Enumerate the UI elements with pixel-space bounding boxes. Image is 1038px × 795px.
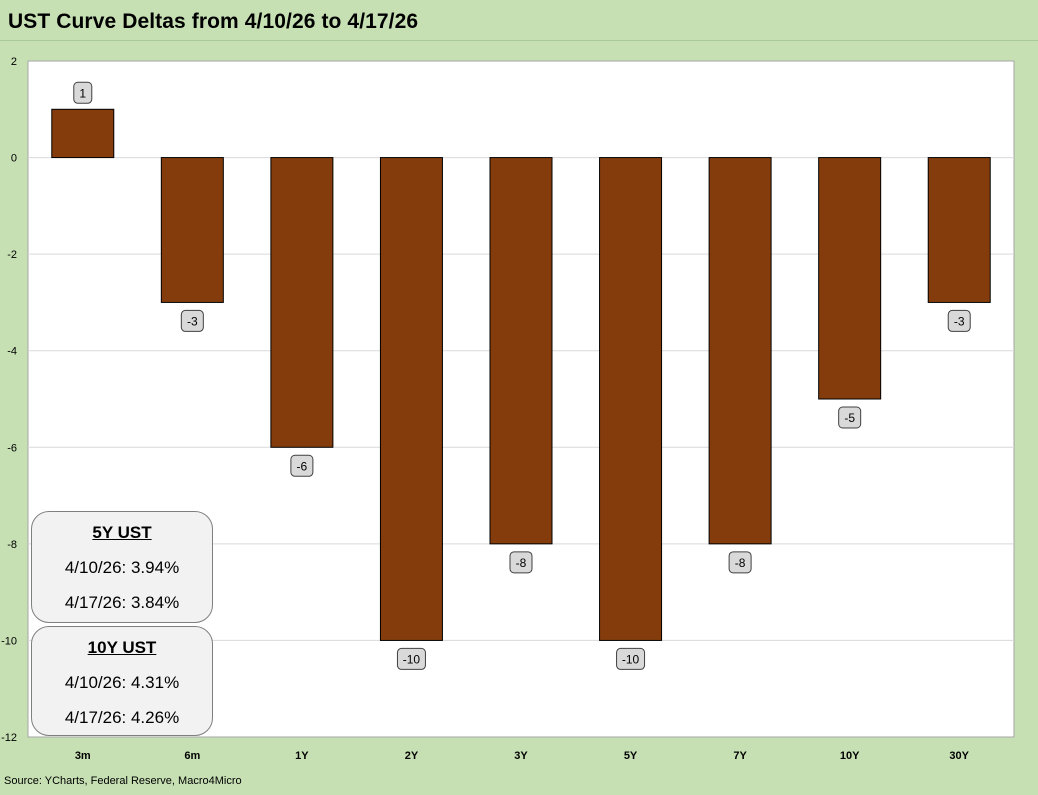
data-label: -10: [622, 652, 640, 666]
bars: [51, 108, 991, 641]
info-box-10y-ust: 10Y UST 4/10/26: 4.31% 4/17/26: 4.26%: [31, 626, 213, 736]
chart-title: UST Curve Deltas from 4/10/26 to 4/17/26: [8, 10, 419, 33]
bar: [708, 157, 772, 545]
data-label: -8: [516, 556, 527, 570]
title-divider: [0, 40, 1038, 41]
y-axis: 2 0 -2 -4 -6 -8 -10 -12: [1, 56, 17, 744]
x-tick-label: 3Y: [514, 750, 528, 762]
info-box-heading: 10Y UST: [87, 638, 157, 657]
x-tick-label: 10Y: [840, 750, 860, 762]
info-box-heading: 5Y UST: [92, 523, 152, 542]
x-tick-label: 6m: [184, 750, 200, 762]
data-label: -8: [735, 556, 746, 570]
y-tick-label: 0: [11, 153, 17, 165]
x-axis: 3m 6m 1Y 2Y 3Y 5Y 7Y 10Y 30Y: [75, 750, 970, 762]
x-tick-label: 1Y: [295, 750, 309, 762]
x-tick-label: 5Y: [624, 750, 638, 762]
bar: [489, 157, 553, 545]
data-label-box: [290, 454, 314, 477]
y-tick-label: -4: [7, 346, 17, 358]
data-label: -5: [844, 411, 855, 425]
info-box-5y-ust: 5Y UST 4/10/26: 3.94% 4/17/26: 3.84%: [31, 511, 213, 623]
data-label: -10: [403, 652, 421, 666]
source-note: Source: YCharts, Federal Reserve, Macro4…: [4, 775, 242, 787]
y-tick-label: -8: [7, 539, 17, 551]
data-label-box: [616, 647, 646, 670]
data-label-box: [838, 406, 862, 429]
bar: [818, 157, 882, 400]
info-box-row-end: 4/17/26: 4.26%: [64, 708, 180, 727]
data-label-box: [180, 309, 204, 332]
data-label: 1: [79, 86, 86, 100]
data-label: -3: [187, 314, 198, 328]
data-label: -6: [297, 459, 308, 473]
data-label: -3: [954, 314, 965, 328]
data-labels: 1 -3 -6 -10 -8 -10 -8 -5 -3: [73, 81, 971, 670]
info-box-row-end: 4/17/26: 3.84%: [64, 593, 180, 612]
y-tick-label: 2: [11, 56, 17, 68]
y-tick-label: -2: [7, 249, 17, 261]
info-box-row-start: 4/10/26: 3.94%: [64, 558, 180, 577]
data-label-box: [947, 309, 971, 332]
bar: [51, 108, 115, 159]
x-tick-label: 30Y: [949, 750, 969, 762]
x-tick-label: 2Y: [405, 750, 419, 762]
data-label-box: [73, 81, 93, 104]
bar: [599, 157, 663, 641]
y-tick-label: -12: [1, 732, 17, 744]
y-tick-label: -10: [1, 635, 17, 647]
bar: [927, 157, 991, 303]
bar: [160, 157, 224, 303]
data-label-box: [396, 647, 426, 670]
x-tick-label: 7Y: [733, 750, 747, 762]
y-tick-label: -6: [7, 442, 17, 454]
data-label-box: [728, 551, 752, 574]
bar: [270, 157, 334, 448]
data-label-box: [509, 551, 533, 574]
info-box-row-start: 4/10/26: 4.31%: [64, 673, 180, 692]
x-tick-label: 3m: [75, 750, 91, 762]
bar: [379, 157, 443, 641]
